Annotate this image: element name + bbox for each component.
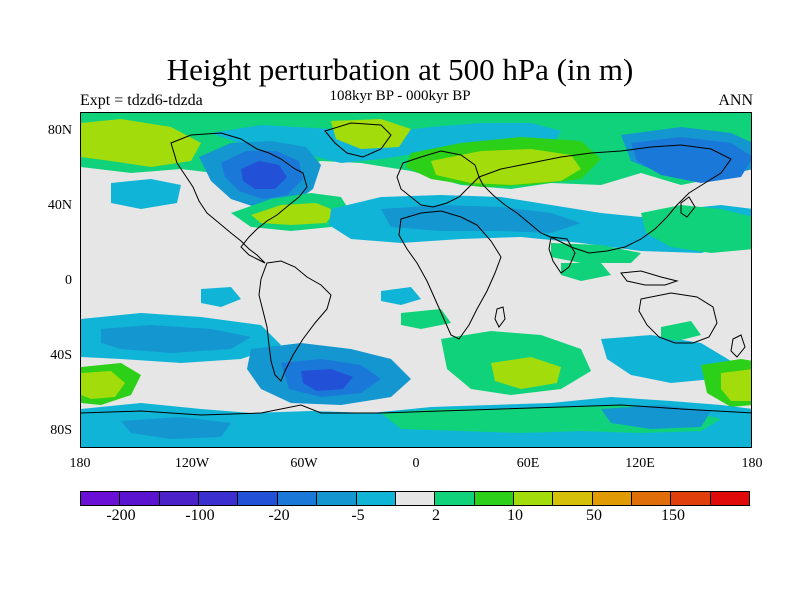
colorbar-swatch bbox=[81, 492, 121, 505]
colorbar-swatch bbox=[632, 492, 672, 505]
colorbar-swatch bbox=[277, 492, 318, 505]
experiment-label: Expt = tdzd6-tdzda bbox=[80, 92, 203, 109]
colorbar-swatch bbox=[513, 492, 554, 505]
coastlines bbox=[81, 122, 751, 416]
lat-label-0: 0 bbox=[65, 273, 72, 288]
colorbar-swatch bbox=[671, 492, 711, 505]
chart-title: Height perturbation at 500 hPa (in m) bbox=[166, 52, 634, 87]
siberia-yellowgreen bbox=[431, 149, 581, 185]
lat-label-80s: 80S bbox=[50, 423, 72, 438]
colorbar-swatch bbox=[356, 492, 396, 505]
south-indian-yellowgreen bbox=[491, 357, 561, 389]
coast-africa bbox=[398, 210, 502, 340]
north-america-blue-core bbox=[241, 161, 287, 189]
tropical-green-patch bbox=[561, 263, 611, 281]
indian-ocean-green-patch bbox=[401, 309, 451, 329]
colorbar-swatch bbox=[199, 492, 239, 505]
south-pacific-yellowgreen-west-core bbox=[81, 371, 125, 399]
colorbar-label: 10 bbox=[507, 507, 523, 524]
lat-label-80n: 80N bbox=[47, 123, 72, 138]
southwest-pacific-yellowgreen-east bbox=[721, 369, 751, 401]
coast-south-america bbox=[258, 260, 332, 382]
coast-north-america bbox=[170, 132, 308, 264]
coast-asia bbox=[478, 144, 732, 254]
coast-europe bbox=[396, 150, 480, 208]
coast-antarctica bbox=[81, 404, 751, 416]
south-atlantic-blue-deep bbox=[301, 369, 353, 391]
pacific-green-north bbox=[641, 205, 751, 253]
antarctic-blue-inner-east bbox=[601, 405, 711, 429]
far-east-blue bbox=[631, 137, 751, 183]
season-label: ANN bbox=[718, 92, 753, 109]
colorbar-swatch bbox=[238, 492, 278, 505]
colorbar-label: -100 bbox=[185, 507, 215, 524]
colorbar-label: 50 bbox=[586, 507, 602, 524]
greenland-yellowgreen bbox=[331, 119, 411, 149]
coast-australia bbox=[638, 292, 718, 344]
lon-label-180-west: 180 bbox=[69, 456, 91, 471]
colorbar-swatch bbox=[159, 492, 200, 505]
coast-madagascar bbox=[494, 306, 506, 328]
coast-japan bbox=[680, 196, 696, 218]
height-perturbation-map bbox=[81, 113, 751, 447]
lon-label-60e: 60E bbox=[516, 456, 540, 471]
lat-label-40n: 40N bbox=[47, 198, 72, 213]
coast-new-zealand bbox=[730, 334, 746, 358]
colorbar-swatch bbox=[592, 492, 633, 505]
colorbar-label: 150 bbox=[661, 507, 685, 524]
colorbar bbox=[80, 491, 750, 506]
coast-india bbox=[548, 236, 576, 274]
colorbar-swatch bbox=[120, 492, 160, 505]
lon-label-120e: 120E bbox=[625, 456, 655, 471]
coast-indonesia bbox=[620, 270, 679, 286]
lat-label-40s: 40S bbox=[50, 348, 72, 363]
lon-label-180-east: 180 bbox=[741, 456, 763, 471]
colorbar-swatch bbox=[395, 492, 436, 505]
colorbar-label: -20 bbox=[268, 507, 290, 524]
tropical-blue-patch-a bbox=[201, 287, 241, 307]
australia-green-patch bbox=[661, 321, 701, 341]
atlantic-yellowgreen-ridge bbox=[251, 203, 336, 225]
tropical-blue-patch-b bbox=[381, 287, 421, 305]
pacific-blue-west bbox=[111, 179, 181, 209]
chart-subtitle: 108kyr BP - 000kyr BP bbox=[329, 88, 471, 104]
colorbar-label: -200 bbox=[106, 507, 136, 524]
lon-label-120w: 120W bbox=[174, 456, 210, 471]
colorbar-swatch bbox=[317, 492, 357, 505]
map-panel bbox=[80, 112, 752, 448]
colorbar-swatch bbox=[435, 492, 475, 505]
alaska-yellowgreen bbox=[81, 119, 201, 167]
lon-label-60w: 60W bbox=[290, 456, 318, 471]
colorbar-swatch bbox=[710, 492, 750, 505]
colorbar-swatch bbox=[553, 492, 593, 505]
colorbar-label: 2 bbox=[432, 507, 440, 524]
south-indian-blue-trough bbox=[601, 335, 731, 383]
colorbar-label: -5 bbox=[351, 507, 365, 524]
south-pacific-blue-inner bbox=[101, 325, 251, 353]
lon-label-0: 0 bbox=[412, 456, 420, 471]
colorbar-swatch bbox=[474, 492, 514, 505]
coast-greenland bbox=[324, 122, 392, 158]
antarctic-blue-inner-west bbox=[121, 417, 231, 439]
